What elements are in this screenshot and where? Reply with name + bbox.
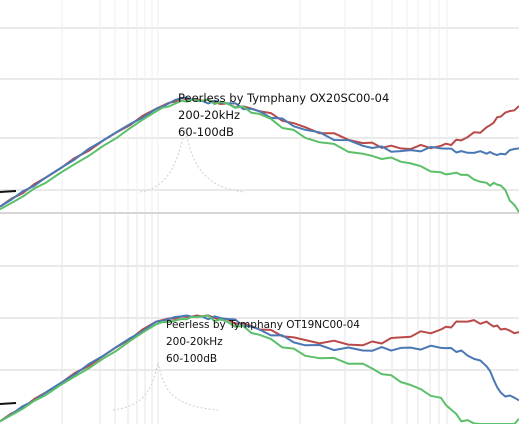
bottom-chart-caption: Peerless by Tymphany OT19NC00-04 200-20k… xyxy=(166,317,360,368)
bottom-chart-model: Peerless by Tymphany OT19NC00-04 xyxy=(166,319,360,331)
bottom-series-green xyxy=(0,314,519,424)
top-chart-freq-range: 200-20kHz xyxy=(178,108,241,122)
bottom-chart xyxy=(0,214,519,424)
bottom-chart-freq-range: 200-20kHz xyxy=(166,336,223,348)
bottom-chart-level-range: 60-100dB xyxy=(166,353,218,365)
top-chart-caption: Peerless by Tymphany OX20SC00-04 200-20k… xyxy=(178,90,389,141)
top-chart-level-range: 60-100dB xyxy=(178,125,234,139)
bottom-series-blue xyxy=(0,314,519,423)
left-edge-marker xyxy=(0,402,17,405)
impedance-peak-trace xyxy=(112,361,219,411)
top-chart xyxy=(0,0,519,213)
top-series-green xyxy=(0,98,519,213)
impedance-peak-trace xyxy=(139,127,246,193)
left-edge-marker xyxy=(0,190,17,193)
top-series-blue xyxy=(0,96,519,208)
top-chart-model: Peerless by Tymphany OX20SC00-04 xyxy=(178,91,390,105)
